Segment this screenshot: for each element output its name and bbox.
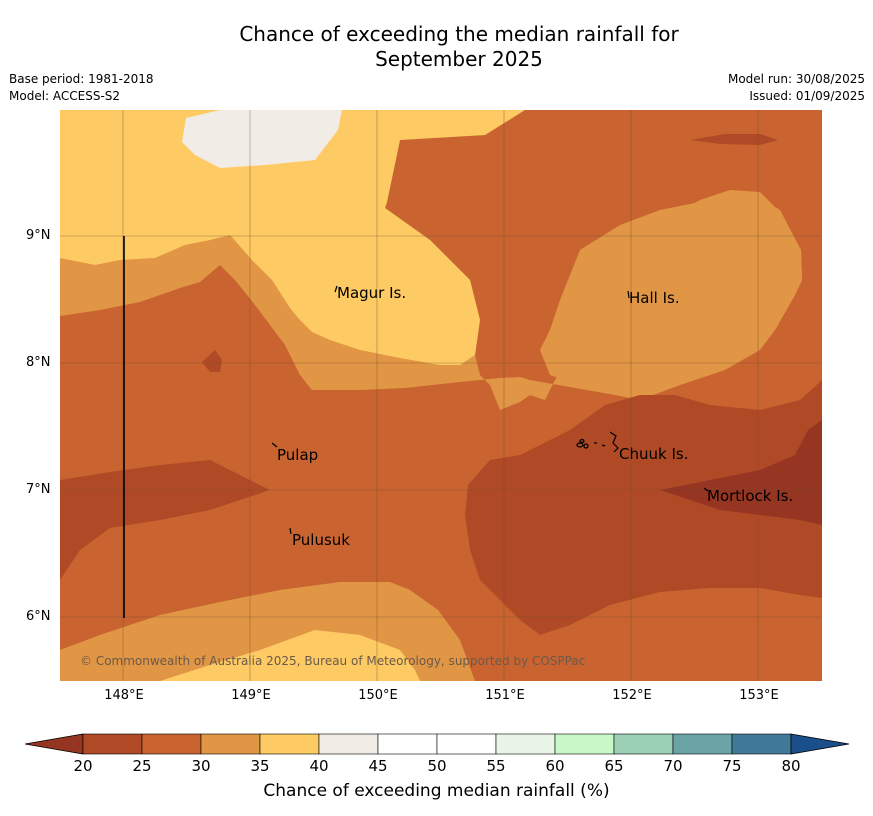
pulusuk-marker [289,527,292,535]
pulap-label: Pulap [277,446,318,464]
colorbar-cell [141,733,202,755]
band-40-45-north [182,110,342,168]
colorbar-cell [731,733,792,755]
colorbar-cell [436,733,497,755]
issued-date: Issued: 01/09/2025 [749,89,865,103]
lat-label-8: 8°N [26,355,51,370]
colorbar-tick-label: 45 [368,757,388,775]
colorbar-cell [318,733,379,755]
colorbar-tick-label: 20 [73,757,93,775]
colorbar-tick-label: 35 [250,757,270,775]
colorbar-cell [495,733,556,755]
colorbar-cell [613,733,674,755]
dark-patch-northeast [690,134,778,145]
band-35-40-east [540,198,802,382]
colorbar-tick-label: 60 [545,757,565,775]
map-title-line2: September 2025 [375,47,543,71]
base-period: Base period: 1981-2018 [9,72,154,86]
band-under-20-east [660,420,822,525]
map-title: Chance of exceeding the median rainfall … [0,22,873,72]
colorbar-tick-label: 70 [663,757,683,775]
mortlock-label: Mortlock Is. [707,487,793,505]
band-35-40-south [160,630,420,681]
colorbar-tick-label: 55 [486,757,506,775]
colorbar-over-arrow [790,733,850,755]
colorbar-cell [200,733,261,755]
lat-label-6: 6°N [26,609,51,624]
copyright-text: © Commonwealth of Australia 2025, Bureau… [80,654,585,668]
colorbar-tick-label: 40 [309,757,329,775]
pulusuk-label: Pulusuk [292,531,350,549]
dark-patch-west [202,350,222,372]
colorbar-cell [377,733,438,755]
colorbar-tick-label: 25 [132,757,152,775]
mortlock-marker [703,487,709,492]
colorbar-cell [672,733,733,755]
lat-label-7: 7°N [26,482,51,497]
colorbar-tick-label: 65 [604,757,624,775]
hall-label: Hall Is. [629,289,680,307]
magur-marker [334,285,338,293]
rainfall-map: Magur Is. Hall Is. Pulap Chuuk Is. Mortl… [60,110,822,681]
chuuk-label: Chuuk Is. [619,445,688,463]
model-run: Model run: 30/08/2025 [727,72,865,86]
colorbar-under-arrow [25,733,84,755]
colorbar-tick-label: 30 [191,757,211,775]
model-name: Model: ACCESS-S2 [9,89,121,103]
pulap-marker [271,442,278,448]
colorbar [25,733,850,755]
meta-right: Model run: 30/08/2025 Issued: 01/09/2025 [728,71,865,105]
lon-label-153: 153°E [739,688,779,703]
colorbar-tick-label: 80 [781,757,801,775]
lon-label-152: 152°E [612,688,652,703]
lon-label-148: 148°E [104,688,144,703]
lon-label-150: 150°E [358,688,398,703]
hall-marker [627,290,630,299]
band-35-40-north [60,110,525,365]
lon-label-151: 151°E [485,688,525,703]
map-title-line1: Chance of exceeding the median rainfall … [239,22,679,46]
lat-label-9: 9°N [26,228,51,243]
magur-label: Magur Is. [337,284,406,302]
colorbar-cell [554,733,615,755]
meta-left: Base period: 1981-2018 Model: ACCESS-S2 [9,71,154,105]
band-20-25-east [465,380,822,635]
colorbar-tick-label: 75 [722,757,742,775]
colorbar-tick-label: 50 [427,757,447,775]
colorbar-cell [82,733,143,755]
colorbar-cell [259,733,320,755]
lon-label-149: 149°E [231,688,271,703]
chuuk-marker [576,431,619,453]
colorbar-title: Chance of exceeding median rainfall (%) [263,781,610,801]
